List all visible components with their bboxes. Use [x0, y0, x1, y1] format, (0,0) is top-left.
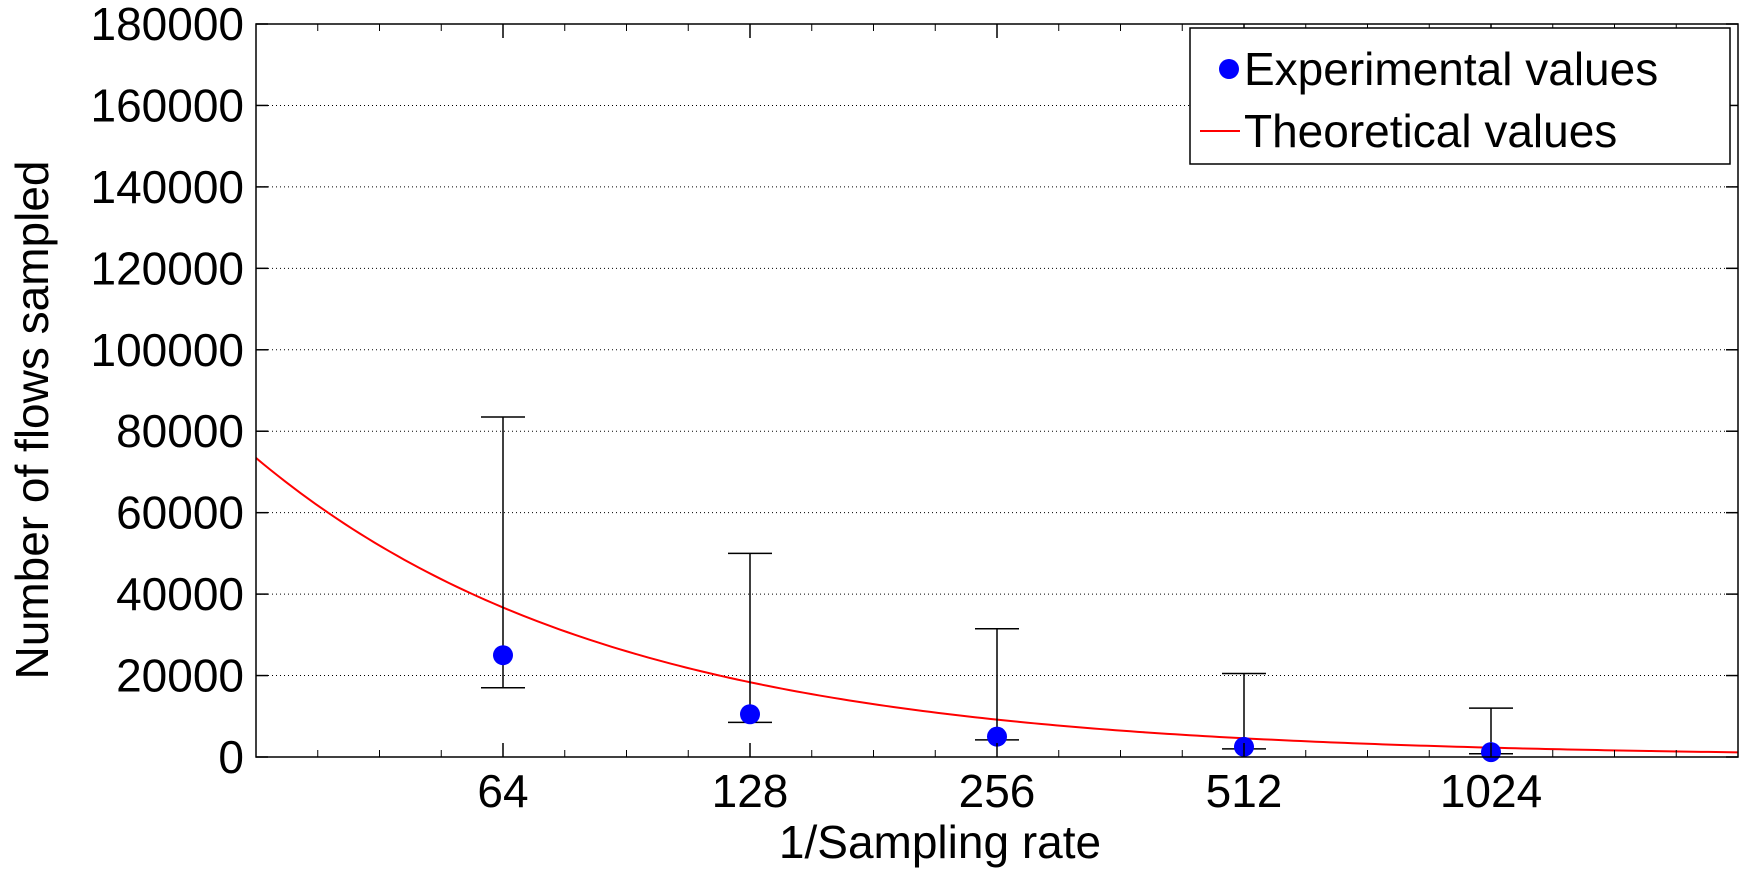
y-tick-label: 160000: [91, 79, 245, 131]
y-tick-label: 80000: [116, 405, 244, 457]
grid-lines: [256, 104, 1738, 677]
legend-box: [1189, 27, 1731, 165]
y-axis-ticks: 0 20000 40000 60000 80000 100000 120000 140000 1…: [91, 0, 1738, 783]
y-tick-label: 120000: [91, 242, 245, 294]
x-tick-label: 256: [959, 765, 1036, 817]
y-tick-label: 0: [218, 731, 244, 783]
data-point: [493, 645, 513, 666]
legend-marker-experimental: [1219, 59, 1239, 79]
x-tick-label: 128: [712, 765, 789, 817]
x-tick-label: 512: [1206, 765, 1283, 817]
x-axis-title: 1/Sampling rate: [779, 816, 1101, 868]
x-tick-label: 64: [477, 765, 528, 817]
legend: Experimental values Theoretical values: [1189, 27, 1731, 165]
y-tick-label: 100000: [91, 324, 245, 376]
error-bars: [481, 416, 1513, 755]
x-axis-ticks: 64 128 256 512 1024: [317, 24, 1677, 817]
x-tick-label: 1024: [1440, 765, 1542, 817]
legend-label-experimental: Experimental values: [1244, 43, 1658, 95]
y-tick-label: 140000: [91, 161, 245, 213]
legend-label-theoretical: Theoretical values: [1244, 105, 1617, 157]
y-tick-label: 40000: [116, 568, 244, 620]
y-tick-label: 20000: [116, 650, 244, 702]
data-point: [740, 704, 760, 725]
data-point: [987, 726, 1007, 747]
y-tick-label: 60000: [116, 487, 244, 539]
y-tick-label: 180000: [91, 0, 245, 50]
y-axis-title: Number of flows sampled: [6, 161, 58, 680]
